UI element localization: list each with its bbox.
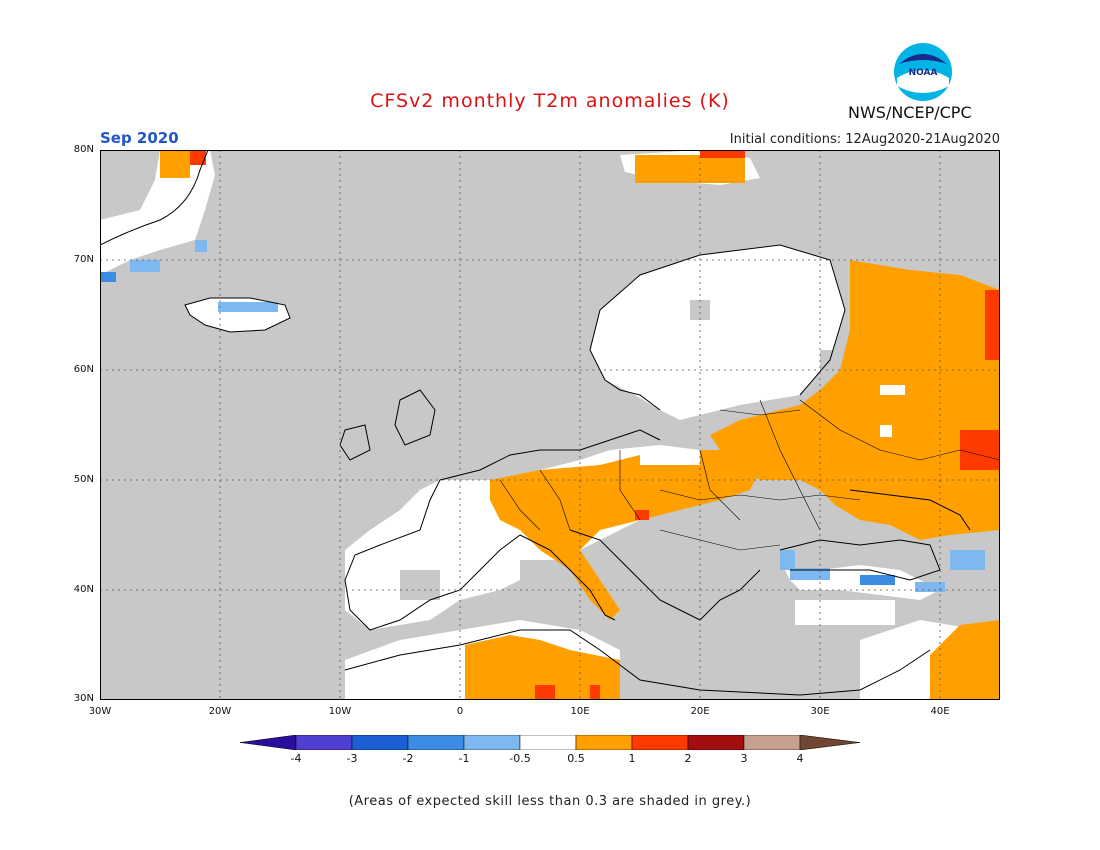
colorbar-segment xyxy=(407,735,465,750)
lat-label: 50N xyxy=(73,474,94,485)
skill-footnote: (Areas of expected skill less than 0.3 a… xyxy=(348,794,752,809)
lon-label: 30W xyxy=(88,706,112,717)
colorbar-label: 3 xyxy=(740,752,748,765)
lat-label: 40N xyxy=(73,584,94,595)
colorbar-label: -0.5 xyxy=(509,752,531,765)
colorbar-label: 0.5 xyxy=(567,752,585,765)
lat-label: 60N xyxy=(73,364,94,375)
colorbar-label: -4 xyxy=(290,752,302,765)
lon-label: 20E xyxy=(690,706,710,717)
colorbar-segment xyxy=(463,735,521,750)
noaa-logo-icon: NOAA xyxy=(894,43,952,101)
colorbar-segment xyxy=(519,735,577,750)
svalbard-region xyxy=(620,150,760,185)
colorbar-segment xyxy=(575,735,633,750)
forecast-month: Sep 2020 xyxy=(100,129,179,147)
initial-conditions: Initial conditions: 12Aug2020-21Aug2020 xyxy=(729,132,1000,147)
lat-label: 30N xyxy=(73,693,94,704)
graticule xyxy=(100,150,1000,700)
noaa-logo-text: NOAA xyxy=(909,68,938,78)
lon-label: 30E xyxy=(810,706,830,717)
colorbar-label: 2 xyxy=(684,752,692,765)
colorbar-segment xyxy=(295,735,353,750)
warm-anomaly-east xyxy=(710,260,1000,540)
colorbar-segment xyxy=(687,735,745,750)
colorbar-segment xyxy=(240,735,297,750)
colorbar-segment xyxy=(631,735,689,750)
colorbar xyxy=(240,735,860,750)
country-borders xyxy=(499,399,1000,551)
lat-label: 80N xyxy=(73,144,94,155)
iceland-region xyxy=(185,298,290,332)
lon-label: 10E xyxy=(570,706,590,717)
colorbar-label: 4 xyxy=(796,752,804,765)
lon-label: 40E xyxy=(930,706,950,717)
lon-label: 20W xyxy=(208,706,232,717)
chart-title: CFSv2 monthly T2m anomalies (K) xyxy=(370,90,730,112)
lat-label: 70N xyxy=(73,254,94,265)
colorbar-label: -3 xyxy=(346,752,358,765)
lon-label: 0 xyxy=(456,706,464,717)
lon-label: 10W xyxy=(328,706,352,717)
greenland-region xyxy=(100,150,215,282)
coastlines xyxy=(100,150,971,696)
agency-label: NWS/NCEP/CPC xyxy=(848,103,972,122)
colorbar-segment xyxy=(799,735,860,750)
colorbar-segment xyxy=(743,735,801,750)
colorbar-label: -2 xyxy=(402,752,414,765)
scandinavia-region xyxy=(590,245,850,420)
anomaly-map xyxy=(100,150,1000,700)
colorbar-label: -1 xyxy=(458,752,470,765)
warm-anomaly-africa xyxy=(465,620,1000,700)
warm-anomaly-central xyxy=(490,450,760,620)
colorbar-segment xyxy=(351,735,409,750)
colorbar-label: 1 xyxy=(628,752,636,765)
